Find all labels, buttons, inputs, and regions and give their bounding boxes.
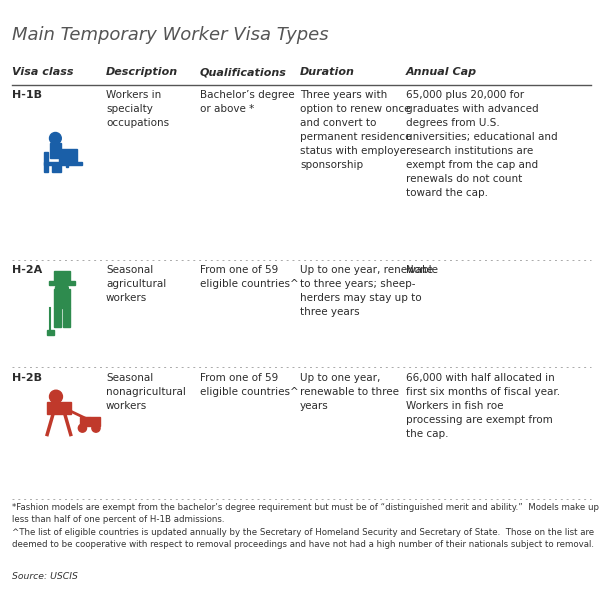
Text: *Fashion models are exempt from the bachelor’s degree requirement but must be of: *Fashion models are exempt from the bach…: [12, 503, 599, 524]
Text: Seasonal
nonagricultural
workers: Seasonal nonagricultural workers: [106, 373, 186, 411]
Text: Main Temporary Worker Visa Types: Main Temporary Worker Visa Types: [12, 26, 329, 45]
Bar: [44, 162, 82, 165]
Text: Workers in
specialty
occupations: Workers in specialty occupations: [106, 90, 169, 129]
Text: From one of 59
eligible countries^: From one of 59 eligible countries^: [200, 373, 299, 397]
Bar: [50, 143, 61, 158]
Text: ^The list of eligible countries is updated annually by the Secretary of Homeland: ^The list of eligible countries is updat…: [12, 528, 594, 549]
Circle shape: [50, 133, 61, 144]
Bar: [49, 281, 75, 284]
Circle shape: [55, 283, 68, 295]
Text: H-2B: H-2B: [12, 373, 42, 383]
Bar: [47, 330, 53, 336]
Text: From one of 59
eligible countries^: From one of 59 eligible countries^: [200, 265, 299, 289]
Text: H-1B: H-1B: [12, 90, 42, 101]
FancyBboxPatch shape: [47, 402, 71, 414]
Circle shape: [92, 424, 100, 432]
Bar: [54, 308, 61, 327]
Text: Up to one year,
renewable to three
years: Up to one year, renewable to three years: [300, 373, 399, 411]
Bar: [63, 308, 70, 327]
Bar: [54, 289, 70, 308]
Text: Annual Cap: Annual Cap: [406, 67, 477, 77]
Circle shape: [50, 390, 62, 403]
Text: 65,000 plus 20,000 for
graduates with advanced
degrees from U.S.
universities; e: 65,000 plus 20,000 for graduates with ad…: [406, 90, 557, 199]
Text: Qualifications: Qualifications: [200, 67, 287, 77]
Text: Seasonal
agricultural
workers: Seasonal agricultural workers: [106, 265, 166, 303]
Text: Up to one year, renewable
to three years; sheep-
herders may stay up to
three ye: Up to one year, renewable to three years…: [300, 265, 438, 317]
Text: None.: None.: [406, 265, 436, 275]
Text: Three years with
option to renew once
and convert to
permanent residence
status : Three years with option to renew once an…: [300, 90, 412, 171]
FancyBboxPatch shape: [59, 149, 77, 164]
Text: Source: USCIS: Source: USCIS: [12, 572, 78, 581]
Bar: [79, 417, 100, 426]
Bar: [52, 165, 61, 172]
Text: Description: Description: [106, 67, 178, 77]
Bar: [54, 271, 70, 281]
Text: Duration: Duration: [300, 67, 355, 77]
Circle shape: [79, 424, 86, 432]
Bar: [66, 163, 68, 167]
Text: Bachelor’s degree
or above *: Bachelor’s degree or above *: [200, 90, 295, 114]
Text: 66,000 with half allocated in
first six months of fiscal year.
Workers in fish r: 66,000 with half allocated in first six …: [406, 373, 560, 439]
Text: H-2A: H-2A: [12, 265, 42, 275]
Text: Visa class: Visa class: [12, 67, 73, 77]
Bar: [44, 152, 48, 172]
